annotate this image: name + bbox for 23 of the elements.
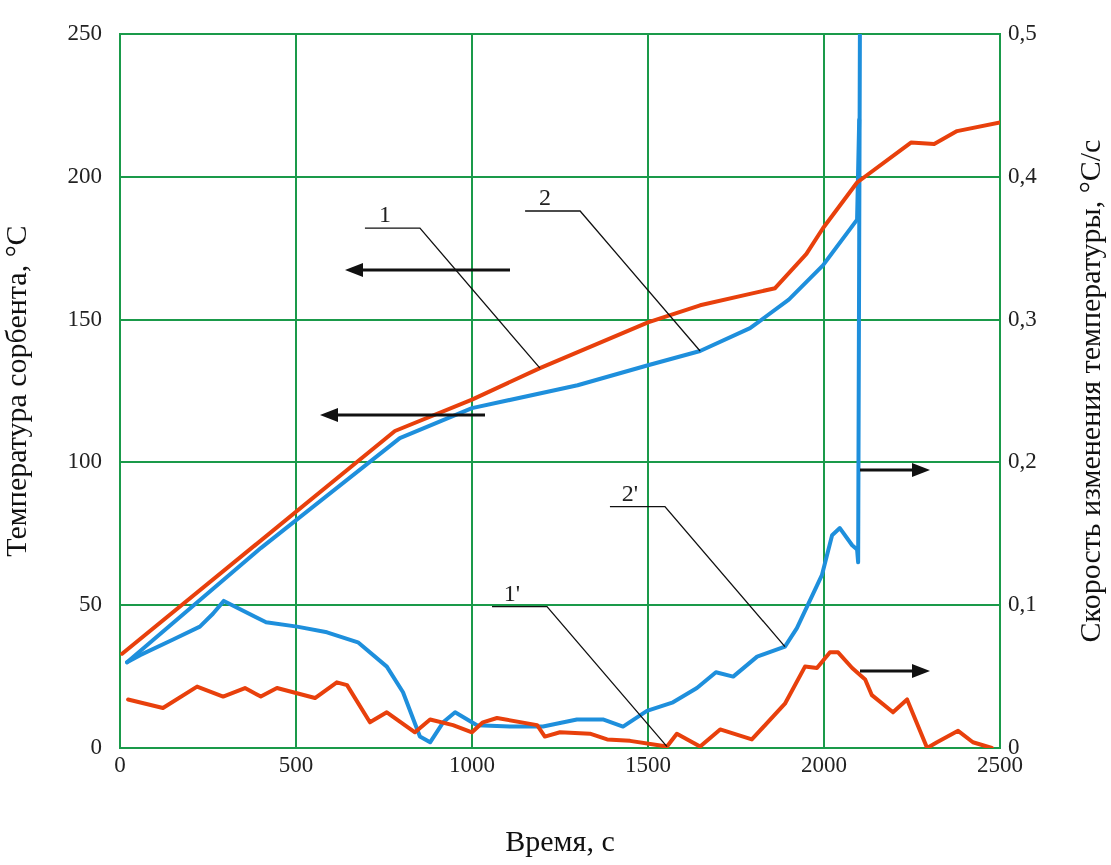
y-tick-label: 200 [67,162,102,188]
annotation: 2' [621,479,639,506]
x-tick-label: 2000 [801,751,847,777]
y2-axis-title: Скорость изменения температуры, °C/с [1072,139,1106,643]
x-tick-label: 1500 [625,751,671,777]
annotation: 2 [539,184,552,211]
annotation: 1 [378,201,391,228]
y2-tick-label: 0,1 [1008,591,1037,617]
x-tick-label: 500 [278,751,314,777]
y-tick-label: 250 [67,20,102,46]
y2-tick-label: 0,3 [1008,305,1037,331]
y-axis-title: Температура сорбента, °C [0,225,32,557]
y-tick-label: 150 [67,305,102,331]
x-tick-label: 0 [114,751,126,777]
annotation: 1' [503,579,521,606]
y-tick-label: 50 [79,591,102,617]
y-tick-label: 100 [67,448,102,474]
y2-tick-label: 0,5 [1008,20,1037,46]
x-tick-label: 1000 [449,751,495,777]
y2-tick-label: 0,4 [1008,162,1038,188]
y2-tick-label: 0,2 [1008,448,1037,474]
y-tick-label: 0 [90,734,102,760]
x-axis-title: Время, с [505,823,615,857]
